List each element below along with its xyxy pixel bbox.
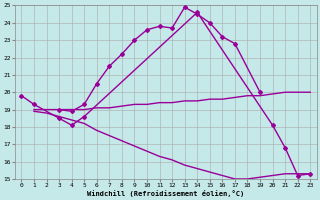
X-axis label: Windchill (Refroidissement éolien,°C): Windchill (Refroidissement éolien,°C) <box>87 190 244 197</box>
